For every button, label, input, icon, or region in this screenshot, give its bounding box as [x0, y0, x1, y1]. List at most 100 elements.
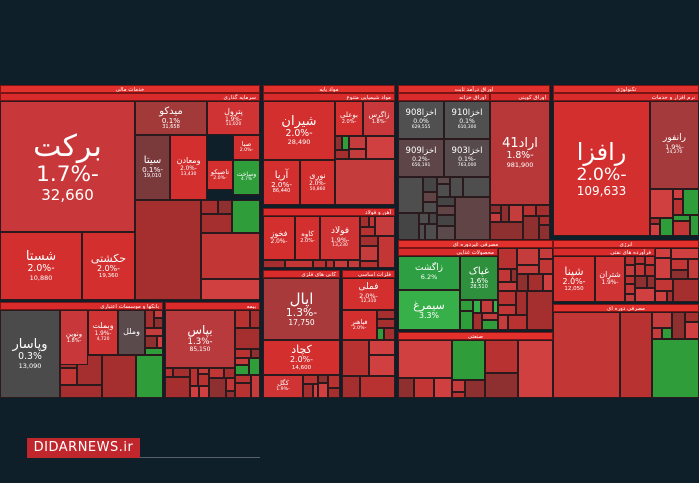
stock-change: -2.0%	[213, 175, 227, 181]
stock-tile: بپاس -1.3% 85,150	[165, 310, 235, 368]
filler-tile	[398, 340, 452, 378]
filler-tile	[673, 278, 699, 302]
group-header: فرآورده های نفتی	[553, 248, 655, 256]
filler-tile	[209, 368, 224, 379]
stock-symbol: رانفور	[663, 133, 686, 144]
stock-symbol: اراد41	[502, 136, 538, 152]
stock-change: 0.1%	[161, 115, 181, 125]
group-header: کانی های فلزی	[263, 270, 340, 278]
stock-tile: فخوز -2.0%	[263, 216, 295, 260]
filler-tile	[200, 279, 260, 300]
stock-tile: سیتا -0.1% 19,010	[135, 135, 170, 200]
stock-tile: حکشتی -2.0% 19,360	[82, 232, 135, 300]
filler-tile	[436, 183, 451, 198]
filler-tile	[672, 199, 684, 215]
stock-change: -1.9%	[665, 142, 684, 151]
filler-tile	[303, 384, 314, 398]
filler-tile	[517, 274, 528, 292]
filler-tile	[369, 355, 395, 377]
filler-tile	[655, 257, 672, 279]
filler-tile	[460, 311, 473, 330]
filler-tile	[650, 217, 660, 225]
filler-tile	[398, 212, 420, 240]
stock-symbol: وپاسار	[12, 337, 48, 353]
filler-tile	[189, 385, 200, 398]
filler-tile	[683, 189, 699, 215]
stock-tile: نوری -2.0% 50,860	[300, 160, 335, 205]
filler-tile	[451, 380, 466, 393]
filler-tile	[341, 136, 350, 150]
filler-tile	[342, 340, 370, 377]
filler-tile	[625, 264, 636, 276]
stock-symbol: حکشتی	[90, 251, 127, 265]
group-header: بیمه	[165, 302, 260, 310]
stock-tile: کگل -1.9%	[263, 375, 303, 398]
filler-tile	[522, 205, 536, 216]
stock-change: -2.0%	[309, 181, 326, 188]
stock-tile: فباهنر -2.0%	[342, 310, 377, 340]
filler-tile	[145, 310, 154, 328]
filler-tile	[492, 300, 498, 313]
filler-tile	[102, 355, 137, 398]
stock-tile: اخزا908 0.0% 629,555	[398, 101, 444, 139]
stock-tile: رانفور -1.9% 24,270	[650, 101, 699, 189]
watermark-rule	[140, 457, 260, 458]
stock-volume: 17,750	[288, 318, 315, 328]
filler-tile	[326, 260, 335, 268]
filler-tile	[516, 291, 527, 316]
filler-tile	[436, 177, 451, 184]
watermark: DIDARNEWS.ir	[27, 438, 140, 458]
filler-tile	[651, 312, 672, 329]
filler-tile	[327, 375, 340, 388]
filler-tile	[498, 305, 517, 316]
stock-symbol: شیران	[281, 113, 317, 129]
stock-symbol: وبملت	[92, 321, 114, 331]
stock-change: -2.0%	[290, 355, 313, 365]
filler-tile	[463, 177, 490, 198]
stock-symbol: نوری	[309, 171, 326, 181]
filler-tile	[334, 260, 349, 268]
stock-volume: 31,658	[162, 123, 180, 130]
stock-volume: 19,360	[98, 273, 119, 280]
filler-tile	[369, 216, 375, 228]
stock-tile: شتران -1.9%	[595, 256, 625, 302]
group-header: سرمایه گذاری	[0, 93, 260, 101]
filler-tile	[659, 217, 673, 236]
stock-tile: وبملت -1.9% 4,720	[88, 310, 118, 355]
stock-tile: سیمرغ 3.3%	[398, 290, 460, 330]
filler-tile	[481, 312, 498, 320]
stock-volume: 4,720	[96, 336, 110, 342]
filler-tile	[136, 355, 163, 398]
filler-tile	[157, 335, 163, 349]
stock-tile: کاوه -2.0%	[295, 216, 320, 260]
stock-symbol: وملل	[123, 327, 140, 337]
stock-symbol: سیمرغ	[413, 298, 445, 312]
group-header: نرم افزار و خدمات	[553, 93, 699, 101]
stock-volume: 11,020	[225, 122, 242, 128]
filler-tile	[263, 260, 285, 268]
stock-change: -1.8%	[371, 118, 387, 125]
stock-symbol: فخوز	[270, 229, 288, 239]
filler-tile	[490, 205, 502, 213]
filler-tile	[666, 290, 674, 302]
filler-tile	[450, 177, 464, 198]
filler-tile	[377, 328, 385, 340]
filler-tile	[647, 275, 655, 288]
sector-header: اوراق درآمد ثابت	[398, 85, 550, 93]
stock-tile: اپال -1.3% 17,750	[263, 278, 340, 340]
filler-tile	[251, 348, 260, 359]
sector-header: مصرفی غیردوره ای	[398, 240, 553, 248]
filler-tile	[685, 322, 699, 339]
filler-tile	[218, 200, 233, 214]
stock-volume: 13,230	[332, 243, 348, 249]
stock-tile: غپاک 1.6% 28,510	[460, 256, 498, 300]
filler-tile	[625, 284, 635, 295]
stock-volume: 50,860	[309, 186, 326, 192]
sector-header: مواد پایه	[263, 85, 395, 93]
filler-tile	[454, 197, 490, 240]
filler-tile	[335, 158, 395, 205]
stock-tile: آریا -2.0% 86,440	[263, 160, 300, 205]
stock-volume: 85,150	[189, 346, 211, 354]
filler-tile	[335, 136, 342, 150]
filler-tile	[235, 310, 250, 328]
